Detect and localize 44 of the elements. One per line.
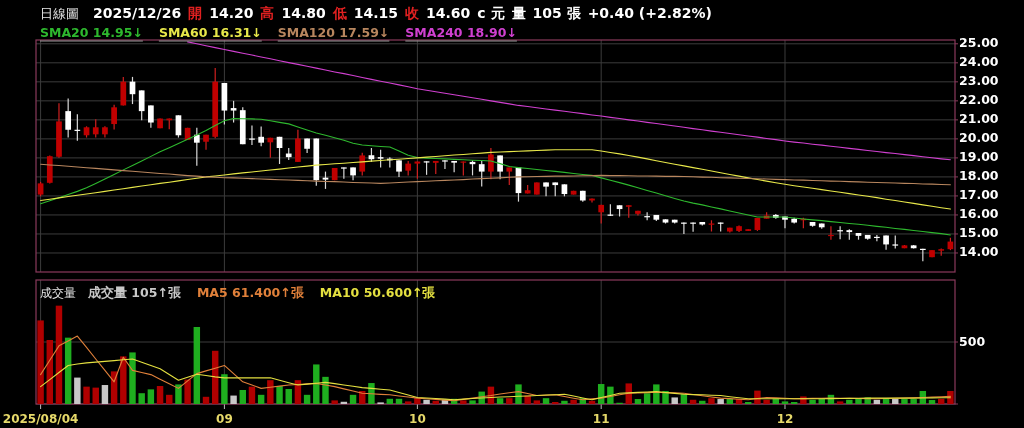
line-series [40, 163, 951, 186]
text: MA10 50.600↑張 [319, 284, 437, 300]
y-tick-label: 24.00 [959, 54, 999, 70]
x-tick-label: 12 [776, 412, 794, 426]
text: 成交量 [40, 285, 76, 300]
y-tick-label: 14.00 [959, 244, 999, 260]
text: 2025/12/26 [93, 5, 182, 21]
text: 14.80 [281, 5, 326, 21]
text: SMA240 18.90↓ [405, 24, 517, 40]
y-tick-label: 25.00 [959, 35, 999, 51]
x-tick-label: 11 [592, 412, 610, 426]
y-tick-label: 500 [959, 333, 986, 349]
text: 14.20 [209, 5, 254, 21]
text: 低 [331, 5, 347, 21]
text: 成交量 105↑張 [87, 284, 182, 300]
y-tick-label: 17.00 [959, 187, 999, 203]
y-tick-label: 21.00 [959, 111, 999, 127]
text: 開 [188, 5, 203, 21]
text: MA5 61.400↑張 [196, 284, 305, 300]
y-tick-label: 20.00 [959, 130, 999, 146]
y-tick-label: 22.00 [959, 92, 999, 108]
y-tick-label: 15.00 [959, 225, 999, 241]
line-series [40, 117, 951, 236]
y-tick-label: 16.00 [959, 206, 999, 222]
text: SMA20 14.95↓ [40, 24, 143, 40]
y-tick-label: 18.00 [959, 168, 999, 184]
line-series [187, 41, 951, 161]
text: 14.60 [426, 5, 471, 21]
text: c 元 [477, 5, 505, 21]
text: 105 張 [532, 5, 582, 21]
text: 收 [405, 5, 421, 21]
text: 量 [510, 5, 526, 21]
text: 高 [260, 5, 275, 21]
x-tick-label: 09 [216, 412, 233, 426]
y-tick-label: 23.00 [959, 73, 999, 89]
x-tick-label: 10 [409, 412, 426, 426]
line-series [40, 149, 951, 210]
chart-title: 日線圖 [40, 5, 79, 21]
text: SMA120 17.59↓ [277, 24, 390, 40]
text: 14.15 [353, 5, 399, 21]
text: +0.40 (+2.82%) [587, 5, 712, 21]
x-tick-label: 2025/08/04 [2, 412, 79, 426]
y-tick-label: 19.00 [959, 149, 999, 165]
text: SMA60 16.31↓ [158, 24, 262, 40]
